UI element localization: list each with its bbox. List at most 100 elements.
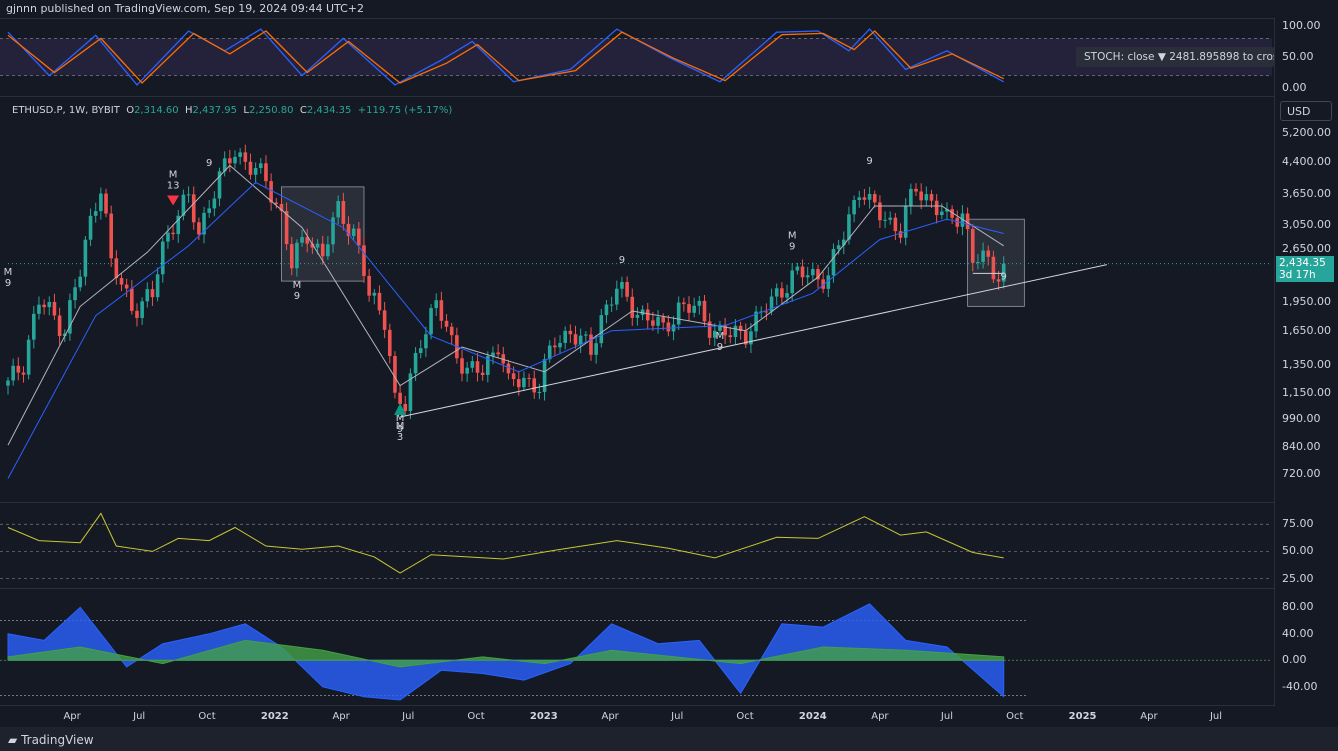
candle-body — [166, 232, 170, 242]
currency-button[interactable]: USD — [1280, 101, 1332, 121]
candle-body — [429, 308, 433, 335]
candle-body — [259, 163, 263, 169]
panel-divider — [0, 588, 1274, 589]
candle-body — [253, 168, 258, 175]
tradingview-logo[interactable]: ▰ TradingView — [8, 733, 94, 747]
candle-body — [11, 365, 15, 381]
candle-body — [119, 278, 124, 285]
last-price-tag: 2,434.35 3d 17h — [1276, 255, 1334, 282]
candle-body — [341, 201, 346, 224]
candle-body — [826, 275, 831, 289]
price-axis-label: 50.00 — [1282, 544, 1314, 558]
candle-body — [821, 279, 825, 289]
time-axis-label: Jul — [132, 711, 145, 722]
open-value: 2,314.60 — [134, 105, 179, 116]
candle-body — [645, 309, 650, 321]
candle-body — [986, 250, 991, 257]
candle-body — [465, 367, 469, 374]
price-axis-label: 3,050.00 — [1282, 217, 1331, 231]
candle-body — [862, 197, 867, 200]
panel-divider — [0, 96, 1274, 97]
candle-body — [145, 289, 150, 302]
td-sequential-label: M — [169, 169, 178, 180]
candle-body — [243, 152, 248, 162]
candle-body — [878, 202, 882, 221]
candle-body — [620, 282, 624, 289]
candle-body — [707, 321, 712, 338]
candle-body — [563, 330, 567, 343]
candle-body — [599, 315, 604, 344]
candle-body — [553, 345, 557, 348]
time-axis-label: Apr — [332, 711, 350, 722]
candle-body — [578, 335, 583, 345]
candle-body — [382, 310, 387, 330]
candle-body — [130, 288, 134, 311]
candle-body — [976, 261, 980, 263]
candle-body — [568, 330, 573, 335]
candle-body — [78, 276, 83, 288]
price-axis-label: 2,650.00 — [1282, 242, 1331, 255]
td-sequential-label: 9 — [206, 158, 212, 169]
candle-body — [31, 313, 36, 340]
td-sequential-label: 9 — [789, 241, 795, 252]
candle-body — [811, 269, 815, 276]
candle-body — [573, 334, 578, 345]
candle-body — [300, 237, 304, 243]
candle-body — [743, 331, 748, 345]
candle-body — [475, 361, 480, 373]
bar-countdown: 3d 17h — [1279, 268, 1316, 281]
candle-body — [609, 304, 614, 306]
candle-body — [883, 219, 887, 221]
candle-body — [408, 373, 413, 412]
candle-body — [981, 250, 985, 262]
candle-body — [635, 314, 640, 318]
high-label: H — [184, 105, 193, 116]
candle-body — [357, 228, 361, 246]
candle-body — [805, 275, 810, 278]
candle-body — [723, 324, 727, 336]
candle-body — [872, 194, 877, 203]
candle-body — [480, 372, 485, 375]
candle-body — [439, 300, 444, 321]
candle-body — [934, 200, 939, 216]
time-axis-label: Oct — [736, 711, 753, 722]
low-value: 2,250.80 — [248, 105, 294, 116]
td-sequential-label: 9 — [5, 278, 11, 289]
price-axis-label: 720.00 — [1282, 466, 1321, 480]
time-axis-label: Apr — [63, 711, 81, 722]
candle-body — [331, 217, 335, 245]
symbol-info: ETHUSD.P, 1W, BYBIT O2,314.60 H2,437.95 … — [12, 105, 452, 116]
candle-body — [248, 161, 253, 175]
price-axis-divider — [1274, 18, 1275, 706]
candle-body — [754, 311, 758, 332]
time-axis-label: Apr — [1140, 711, 1158, 722]
price-axis-label: 50.00 — [1282, 50, 1314, 63]
candle-body — [996, 279, 1001, 282]
candle-body — [790, 270, 794, 294]
candle-body — [687, 304, 691, 313]
candle-body — [135, 310, 139, 318]
candle-body — [1001, 263, 1006, 282]
candle-body — [42, 304, 46, 308]
low-label: L — [243, 105, 249, 116]
td-sequential-label: 9 — [866, 156, 872, 167]
candle-body — [83, 239, 88, 277]
symbol-name[interactable]: ETHUSD.P, 1W, BYBIT — [12, 105, 120, 116]
candle-body — [625, 282, 629, 297]
td-sequential-label: 13 — [167, 180, 180, 191]
price-axis-label: 1,950.00 — [1282, 294, 1331, 308]
candle-body — [960, 213, 965, 227]
price-axis-label: 990.00 — [1282, 411, 1321, 425]
candle-body — [150, 289, 155, 298]
candle-body — [73, 287, 77, 301]
candle-body — [470, 361, 475, 368]
candle-body — [738, 325, 743, 332]
candle-body — [372, 292, 377, 296]
candle-body — [697, 300, 702, 306]
candle-body — [289, 244, 294, 269]
candle-body — [511, 373, 516, 380]
candle-body — [940, 211, 944, 216]
candle-body — [785, 293, 789, 298]
candle-body — [898, 231, 903, 238]
